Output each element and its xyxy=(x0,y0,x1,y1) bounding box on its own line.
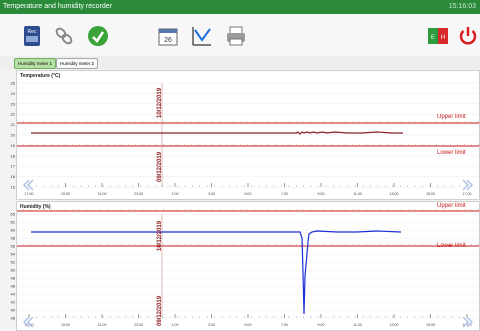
temperature-date-bottom: 09/12/2019 xyxy=(157,151,163,182)
x-tick-label: 11:00 xyxy=(353,192,362,196)
y-tick-label: 46 xyxy=(11,284,16,289)
y-tick-label: 44 xyxy=(11,292,16,297)
printer-icon[interactable] xyxy=(224,24,248,48)
x-tick-label: 23:00 xyxy=(134,192,143,196)
temperature-upper-limit-label: Upper limit xyxy=(437,114,466,120)
x-tick-label: 9:00 xyxy=(318,323,325,327)
y-tick-label: 48 xyxy=(11,276,16,281)
y-tick-label: 17 xyxy=(11,164,16,169)
temperature-date-top: 10/12/2019 xyxy=(157,87,163,118)
scroll-left-icon[interactable] xyxy=(22,316,34,328)
scroll-right-icon[interactable] xyxy=(462,316,474,328)
x-tick-label: 23:00 xyxy=(134,323,143,327)
clock: 15:16:03 xyxy=(448,3,476,10)
x-tick-label: 21:00 xyxy=(98,323,107,327)
y-tick-label: 21 xyxy=(11,122,16,127)
x-tick-label: 5:00 xyxy=(245,192,252,196)
humidity-upper-limit-label: Upper limit xyxy=(437,203,466,209)
x-tick-label: 5:00 xyxy=(245,323,252,327)
y-tick-label: 40 xyxy=(11,308,16,313)
calendar-icon[interactable]: 26 xyxy=(156,24,180,48)
temperature-chart-title: Temperature (°C) xyxy=(20,73,61,79)
x-tick-label: 17:00 xyxy=(463,192,472,196)
humidity-date-bottom: 09/12/2019 xyxy=(157,295,163,326)
x-tick-label: 7:00 xyxy=(281,323,288,327)
x-tick-label: 21:00 xyxy=(98,192,107,196)
link-icon[interactable] xyxy=(52,24,76,48)
x-tick-label: 17:00 xyxy=(25,192,34,196)
x-tick-label: 15:00 xyxy=(426,323,435,327)
temperature-series-line xyxy=(31,131,403,135)
svg-text:E: E xyxy=(431,35,435,41)
y-tick-label: 19 xyxy=(11,143,16,148)
x-tick-label: 11:00 xyxy=(353,323,362,327)
export-icon[interactable]: Rec xyxy=(20,24,44,48)
humidity-chart-title: Humidity (%) xyxy=(20,204,51,210)
y-tick-label: 42 xyxy=(11,300,16,305)
x-tick-label: 1:00 xyxy=(172,192,179,196)
chart-icon[interactable] xyxy=(190,24,214,48)
svg-text:26: 26 xyxy=(164,37,172,44)
x-tick-label: 3:00 xyxy=(208,192,215,196)
y-tick-label: 56 xyxy=(11,244,16,249)
y-tick-label: 20 xyxy=(11,133,16,138)
y-tick-label: 58 xyxy=(11,236,16,241)
tab-humidity-meter-1[interactable]: Humidity meter 1 xyxy=(14,58,57,69)
y-tick-label: 54 xyxy=(11,252,16,257)
y-tick-label: 52 xyxy=(11,260,16,265)
y-tick-label: 38 xyxy=(11,316,16,321)
scroll-left-icon[interactable] xyxy=(22,179,34,191)
humidity-chart: Humidity (%) 65 62 60 58 56 54 52 50 48 46 44 42 40 3… xyxy=(11,201,480,331)
temperature-plot: 26 24 23 22 21 20 19 18 17 16 15 17:00 19:00 21:00 23:… xyxy=(11,81,480,196)
y-tick-label: 26 xyxy=(11,81,16,86)
window-title: Temperature and humidity recorder xyxy=(3,3,112,10)
y-tick-label: 23 xyxy=(11,101,16,106)
humidity-lower-limit-label: Lower limit xyxy=(437,243,466,249)
y-tick-label: 16 xyxy=(11,174,16,179)
temperature-lower-limit-label: Lower limit xyxy=(437,150,466,156)
svg-text:Rec: Rec xyxy=(28,29,37,35)
y-tick-label: 24 xyxy=(11,91,16,96)
svg-text:H: H xyxy=(441,35,445,41)
y-tick-label: 15 xyxy=(11,185,16,190)
x-tick-label: 13:00 xyxy=(390,192,399,196)
y-tick-label: 65 xyxy=(11,212,16,217)
tab-humidity-meter-2[interactable]: Humidity meter 2 xyxy=(56,58,99,69)
x-tick-label: 15:00 xyxy=(426,192,435,196)
humidity-series-line xyxy=(31,230,402,315)
x-tick-label: 1:00 xyxy=(172,323,179,327)
x-tick-label: 17:00 xyxy=(25,323,34,327)
x-tick-label: 7:00 xyxy=(281,192,288,196)
y-tick-label: 50 xyxy=(11,268,16,273)
y-tick-label: 62 xyxy=(11,220,16,225)
y-tick-label: 22 xyxy=(11,112,16,117)
x-tick-label: 3:00 xyxy=(208,323,215,327)
scroll-right-icon[interactable] xyxy=(462,179,474,191)
y-tick-label: 18 xyxy=(11,153,16,158)
x-tick-label: 9:00 xyxy=(318,192,325,196)
x-tick-label: 19:00 xyxy=(61,323,70,327)
title-bar: Temperature and humidity recorder 15:16:… xyxy=(0,0,480,14)
x-tick-label: 13:00 xyxy=(390,323,399,327)
humidity-plot: 65 62 60 58 56 54 52 50 48 46 44 42 40 38 17:00 19:00 21… xyxy=(11,208,480,327)
humidity-date-top: 10/12/2019 xyxy=(157,220,163,251)
x-tick-label: 19:00 xyxy=(61,192,70,196)
temperature-chart: Temperature (°C) 26 24 23 22 21 20 19 18 17 16 15 1… xyxy=(11,70,480,200)
x-tick-label: 17:00 xyxy=(463,323,472,327)
power-icon[interactable] xyxy=(456,24,480,48)
refresh-icon[interactable] xyxy=(86,24,110,48)
meter-tabs: Humidity meter 1 Humidity meter 2 xyxy=(0,56,480,69)
y-tick-label: 60 xyxy=(11,228,16,233)
